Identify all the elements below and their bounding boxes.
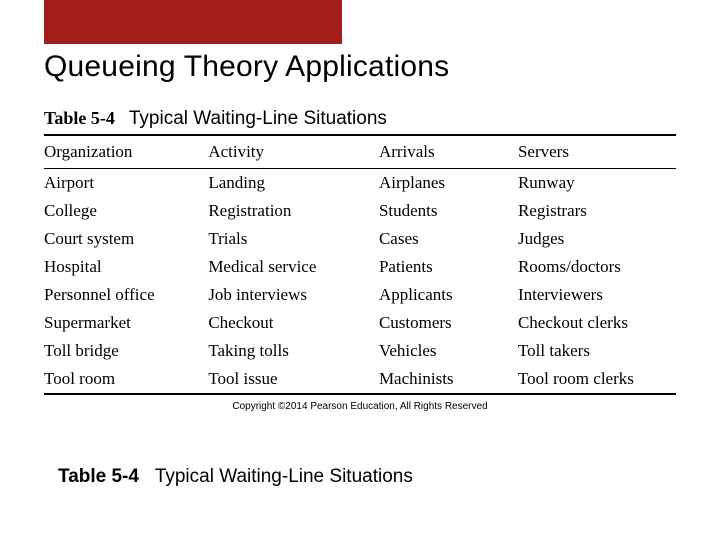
- table-cell: Checkout: [208, 309, 379, 337]
- table-cell: Cases: [379, 225, 518, 253]
- table-cell: Interviewers: [518, 281, 676, 309]
- table-cell: Applicants: [379, 281, 518, 309]
- data-table-body: AirportLandingAirplanesRunwayCollegeRegi…: [44, 169, 676, 393]
- table-cell: Trials: [208, 225, 379, 253]
- table-cell: Rooms/doctors: [518, 253, 676, 281]
- slide: Queueing Theory Applications Table 5-4 T…: [0, 0, 720, 540]
- table-cell: Personnel office: [44, 281, 208, 309]
- table-cell: Judges: [518, 225, 676, 253]
- bottom-caption: Table 5-4 Typical Waiting-Line Situation…: [58, 466, 413, 488]
- table-cell: Toll bridge: [44, 337, 208, 365]
- table-body: AirportLandingAirplanesRunwayCollegeRegi…: [44, 169, 676, 393]
- table-cell: Registration: [208, 197, 379, 225]
- table-row: HospitalMedical servicePatientsRooms/doc…: [44, 253, 676, 281]
- table-cell: Tool room: [44, 365, 208, 393]
- table-header-label: Table 5-4 Typical Waiting-Line Situation…: [44, 108, 676, 134]
- table-cell: Patients: [379, 253, 518, 281]
- table-row: CollegeRegistrationStudentsRegistrars: [44, 197, 676, 225]
- table-row: Tool roomTool issueMachinistsTool room c…: [44, 365, 676, 393]
- table-cell: Runway: [518, 169, 676, 197]
- col-header-activity: Activity: [208, 136, 379, 168]
- table-cell: Airplanes: [379, 169, 518, 197]
- accent-bar: [44, 0, 342, 44]
- table-head: Organization Activity Arrivals Servers: [44, 136, 676, 168]
- data-table: Organization Activity Arrivals Servers: [44, 136, 676, 168]
- table-cell: Customers: [379, 309, 518, 337]
- table-cell: Tool issue: [208, 365, 379, 393]
- table-cell: Medical service: [208, 253, 379, 281]
- table-cell: Supermarket: [44, 309, 208, 337]
- copyright-text: Copyright ©2014 Pearson Education, All R…: [44, 401, 676, 412]
- table-cell: Machinists: [379, 365, 518, 393]
- table-caption: Typical Waiting-Line Situations: [129, 108, 387, 130]
- table-cell: Students: [379, 197, 518, 225]
- table-row: Court systemTrialsCasesJudges: [44, 225, 676, 253]
- col-header-servers: Servers: [518, 136, 676, 168]
- table-cell: Toll takers: [518, 337, 676, 365]
- table-container: Table 5-4 Typical Waiting-Line Situation…: [44, 108, 676, 412]
- table-cell: College: [44, 197, 208, 225]
- table-row: Toll bridgeTaking tollsVehiclesToll take…: [44, 337, 676, 365]
- table-header-row: Organization Activity Arrivals Servers: [44, 136, 676, 168]
- table-number: Table 5-4: [44, 108, 115, 129]
- table-cell: Airport: [44, 169, 208, 197]
- table-cell: Taking tolls: [208, 337, 379, 365]
- rule-bottom: [44, 393, 676, 395]
- table-row: Personnel officeJob interviewsApplicants…: [44, 281, 676, 309]
- table-cell: Vehicles: [379, 337, 518, 365]
- table-cell: Job interviews: [208, 281, 379, 309]
- slide-title: Queueing Theory Applications: [44, 50, 449, 84]
- table-cell: Hospital: [44, 253, 208, 281]
- table-cell: Checkout clerks: [518, 309, 676, 337]
- bottom-caption-text: Typical Waiting-Line Situations: [155, 466, 413, 487]
- table-cell: Registrars: [518, 197, 676, 225]
- table-row: SupermarketCheckoutCustomersCheckout cle…: [44, 309, 676, 337]
- table-row: AirportLandingAirplanesRunway: [44, 169, 676, 197]
- table-cell: Tool room clerks: [518, 365, 676, 393]
- col-header-organization: Organization: [44, 136, 208, 168]
- bottom-caption-bold: Table 5-4: [58, 466, 139, 487]
- col-header-arrivals: Arrivals: [379, 136, 518, 168]
- table-cell: Landing: [208, 169, 379, 197]
- table-cell: Court system: [44, 225, 208, 253]
